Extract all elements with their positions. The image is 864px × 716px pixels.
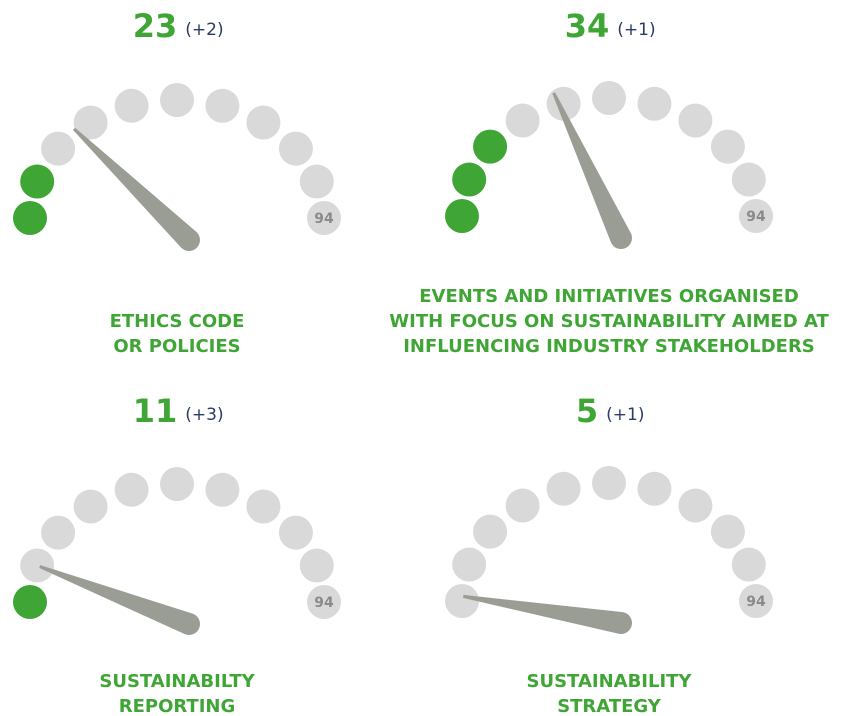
gauge-dot [41,515,76,550]
gauge-dot [278,515,313,550]
gauge-dot [73,489,108,524]
gauge-dot [637,86,672,121]
gauge-change: (+1) [606,405,644,425]
gauge-dot [678,488,713,523]
gauge-dot [205,88,240,123]
gauge-dot [160,83,194,117]
gauge-dot [739,584,773,618]
gauge-dot [473,514,508,549]
gauge-dot [731,162,766,197]
gauge-dot-filled [473,129,508,164]
gauge-dot-filled [13,201,47,235]
gauge-title: WITH FOCUS ON SUSTAINABILITY AIMED AT [389,311,829,332]
gauge-dot [114,472,149,507]
gauge-dot [20,548,55,583]
gauge-title: STRATEGY [557,696,662,716]
gauge-dot [299,548,334,583]
gauge-change: (+2) [185,20,223,40]
gauge-max-label: 94 [746,594,766,610]
gauge-dot [678,103,713,138]
gauge-dot-filled [452,162,487,197]
gauge-dot [592,81,626,115]
gauge-title: REPORTING [119,696,236,716]
gauge-title: SUSTAINABILITY [527,671,693,692]
gauge-needle [72,127,200,251]
gauge-needle [552,92,632,249]
gauge: 11 (+3) 94 SUSTAINABILTY REPORTING [13,392,341,716]
gauge-title: EVENTS AND INITIATIVES ORGANISED [419,286,799,307]
gauge-dot [307,201,341,235]
gauge-dot [246,489,281,524]
gauge-title: OR POLICIES [113,336,240,357]
gauge-dot [41,131,76,166]
gauge-dot [637,471,672,506]
gauge: 5 (+1) 94 SUSTAINABILITY STRATEGY [445,392,773,716]
gauge-dot [445,584,479,618]
gauge-value: 5 [576,392,598,430]
gauge-max-label: 94 [314,211,334,227]
gauge-title: INFLUENCING INDUSTRY STAKEHOLDERS [403,336,815,357]
gauge-dot [505,488,540,523]
gauge-max-label: 94 [746,209,766,225]
gauge: 34 (+1) 94 EVENTS AND INITIATIVES ORGANISED… [389,7,829,357]
gauge-title: ETHICS CODE [110,311,245,332]
gauge-value: 11 [133,392,178,430]
gauge-value: 23 [133,7,178,45]
gauge-dot [299,164,334,199]
gauge-dot [710,514,745,549]
gauge-change: (+3) [185,405,223,425]
gauge: 23 (+2) 94 ETHICS CODE OR POLICIES [13,7,341,357]
gauge-dot [160,467,194,501]
gauge-dot [205,472,240,507]
gauge-dot [739,199,773,233]
gauge-title: SUSTAINABILTY [99,671,255,692]
gauge-needle [462,594,632,635]
gauge-dot [73,105,108,140]
gauge-dot [114,88,149,123]
gauge-change: (+1) [617,20,655,40]
gauge-dot [246,105,281,140]
gauge-dot [710,129,745,164]
gauge-value: 34 [565,7,610,45]
gauge-dot-filled [20,164,55,199]
gauge-dot [307,585,341,619]
gauge-dot [278,131,313,166]
gauge-dot [505,103,540,138]
gauge-dot [731,547,766,582]
gauge-max-label: 94 [314,595,334,611]
gauge-dot [452,547,487,582]
gauge-dot-filled [445,199,479,233]
gauge-dot [546,471,581,506]
gauge-dot-filled [13,585,47,619]
gauge-needle [39,565,201,635]
gauge-dot [592,466,626,500]
